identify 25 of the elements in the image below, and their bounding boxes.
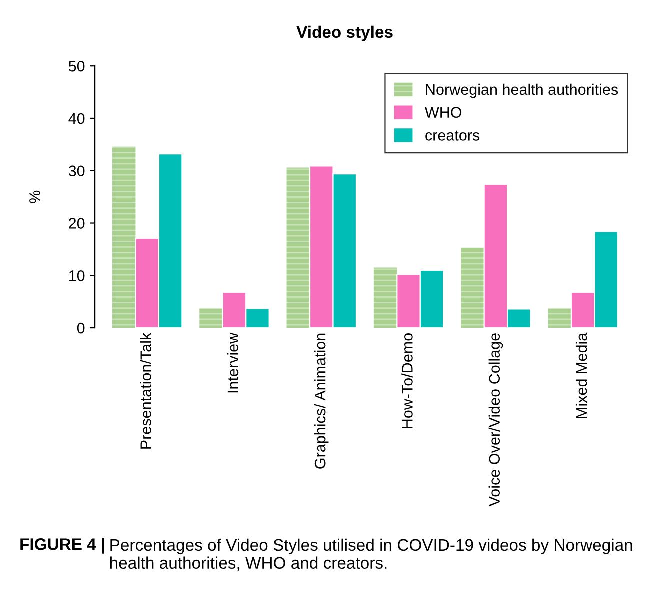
x-tick-label: Mixed Media: [576, 332, 588, 418]
chart-title: Video styles: [296, 26, 393, 42]
caption: FIGURE 4 |: [20, 538, 104, 554]
y-tick-label: 0: [77, 322, 85, 334]
text: Percentages of Video Styles utilised in COVID-19 videos by Norwegian health authorities, WHO and creators.: [110, 538, 632, 572]
x-tick-label: Graphics/ Animation: [314, 334, 329, 469]
y-tick-label: 40: [68, 113, 85, 124]
x-tick-label: How-To/Demo: [402, 334, 413, 428]
x-tick-label: Interview: [227, 332, 239, 393]
legend-label: Norwegian health authorities: [426, 84, 618, 98]
legend-label: WHO: [425, 107, 462, 118]
y-tick-label: 20: [69, 218, 85, 229]
bar: [548, 308, 572, 328]
bar: [112, 146, 136, 328]
bar: [374, 268, 398, 328]
bar: [286, 168, 310, 328]
y-tick-label: 30: [68, 166, 85, 177]
x-tick-label: Presentation/Talk: [140, 332, 152, 449]
y-tick-label: 50: [68, 60, 85, 72]
bar: [461, 248, 484, 328]
y-tick-label: 10: [69, 270, 85, 282]
y-axis-title: %: [30, 190, 40, 204]
legend-label: creators: [426, 130, 480, 141]
x-tick-label: Voice Over/Video Collage: [488, 334, 504, 507]
bar: [200, 308, 223, 328]
